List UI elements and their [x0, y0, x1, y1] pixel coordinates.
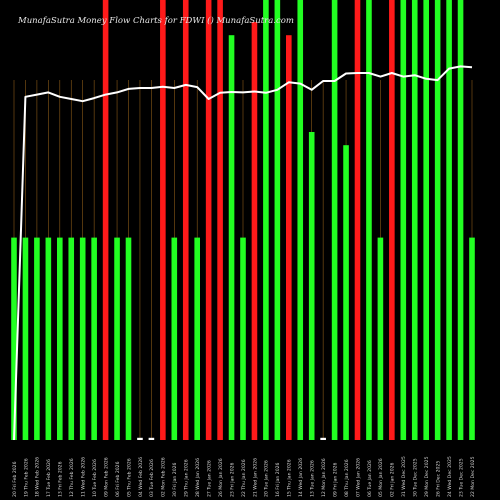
bar — [57, 237, 63, 440]
x-tick-label: 03 Tue Feb 2026 — [149, 459, 155, 497]
bar — [308, 132, 315, 440]
bar — [354, 0, 361, 440]
x-tick-label: 11 Wed Feb 2026 — [81, 457, 87, 497]
x-tick-label: 10 Tue Feb 2026 — [92, 459, 98, 497]
bar — [91, 237, 97, 440]
x-tick-label: 16 Fri Jan 2026 — [275, 462, 281, 497]
bar — [389, 0, 395, 440]
bar — [148, 437, 155, 440]
bar — [171, 237, 178, 440]
x-tick-label: 18 Wed Feb 2026 — [35, 457, 41, 497]
x-tick-label: 24 Wed Dec 2025 — [447, 456, 453, 497]
bar — [411, 0, 418, 440]
x-tick-label: 09 Mon Feb 2026 — [103, 457, 109, 497]
x-tick-label: 26 Fri Dec 2025 — [435, 461, 441, 497]
x-tick-label: 02 Mon Feb 2026 — [161, 457, 167, 497]
x-tick-label: 29 Thu Jan 2026 — [184, 459, 190, 497]
bar — [102, 0, 109, 440]
x-tick-label: 07 Wed Jan 2026 — [355, 458, 361, 497]
chart-title: MunafaSutra Money Flow Charts for FDWI (… — [17, 15, 294, 26]
bar — [343, 145, 349, 440]
bar — [446, 0, 452, 440]
bar — [160, 0, 166, 440]
bar — [79, 237, 86, 440]
x-tick-label: 08 Thu Jan 2026 — [344, 459, 350, 497]
bar — [469, 237, 475, 440]
bar — [68, 237, 75, 440]
bar — [251, 22, 258, 440]
x-tick-label: 20 Fri Feb 2026 — [12, 461, 18, 497]
x-tick-label: 13 Fri Feb 2026 — [58, 461, 64, 497]
bar — [423, 0, 429, 440]
x-tick-label: 04 Wed Feb 2026 — [138, 457, 144, 497]
bar — [11, 237, 17, 440]
x-tick-label: 13 Tue Jan 2026 — [310, 460, 316, 497]
x-tick-label: 17 Tue Feb 2026 — [46, 459, 52, 497]
bar — [194, 237, 200, 440]
x-tick-label: 05 Mon Jan 2026 — [378, 458, 384, 497]
x-tick-label: 19 Thu Feb 2026 — [23, 458, 29, 497]
x-axis-ticks: 20 Fri Feb 2026 19 Thu Feb 2026 18 Wed Feb… — [12, 456, 476, 497]
bar — [274, 0, 281, 440]
x-tick-label: 29 Mon Dec 2025 — [424, 456, 430, 497]
bar — [457, 0, 464, 440]
x-tick-label: 06 Tue Jan 2026 — [367, 460, 373, 497]
x-tick-label: 15 Thu Jan 2026 — [287, 459, 293, 497]
x-tick-label: 09 Fri Jan 2026 — [332, 462, 338, 497]
bar — [182, 0, 189, 440]
bar — [297, 0, 304, 440]
x-tick-label: 28 Wed Jan 2026 — [195, 458, 201, 497]
bar — [320, 437, 326, 440]
bar — [205, 0, 212, 440]
x-tick-label: 26 Mon Jan 2026 — [218, 458, 224, 497]
bar — [137, 437, 143, 440]
bar — [331, 0, 338, 440]
x-tick-label: 23 Fri Jan 2026 — [229, 462, 235, 497]
bars-layer — [11, 0, 475, 440]
series-line — [13, 65, 473, 441]
x-tick-label: 05 Thu Feb 2026 — [126, 458, 132, 497]
x-tick-label: 23 Tue Dec 2025 — [458, 458, 464, 497]
bar — [377, 237, 384, 440]
bar — [286, 35, 292, 440]
x-tick-label: 21 Wed Jan 2026 — [252, 458, 258, 497]
bar — [400, 0, 407, 440]
x-tick-label: 22 Mon Dec 2025 — [470, 456, 476, 497]
x-tick-label: 27 Tue Jan 2026 — [206, 460, 212, 497]
bar — [45, 237, 52, 440]
bar — [240, 237, 246, 440]
x-tick-label: 12 Mon Jan 2026 — [321, 458, 327, 497]
bar — [366, 0, 372, 440]
x-tick-label: 14 Wed Jan 2026 — [298, 458, 304, 497]
bar — [22, 237, 29, 440]
x-tick-label: 02 Fri Jan 2026 — [390, 462, 396, 497]
x-tick-label: 22 Thu Jan 2026 — [241, 459, 247, 497]
x-tick-label: 06 Fri Feb 2026 — [115, 461, 121, 497]
bar — [34, 237, 40, 440]
x-tick-label: 30 Tue Dec 2025 — [413, 458, 419, 497]
x-tick-label: 20 Tue Jan 2026 — [264, 460, 270, 497]
bar — [125, 237, 132, 440]
bar — [114, 237, 120, 440]
x-tick-label: 12 Thu Feb 2026 — [69, 458, 75, 497]
bar — [217, 0, 223, 440]
bar — [263, 0, 269, 440]
bar — [434, 0, 441, 440]
x-tick-label: 31 Wed Dec 2025 — [401, 456, 407, 497]
x-tick-label: 30 Fri Jan 2026 — [172, 462, 178, 497]
line-layer — [13, 65, 473, 441]
bar — [228, 35, 235, 440]
